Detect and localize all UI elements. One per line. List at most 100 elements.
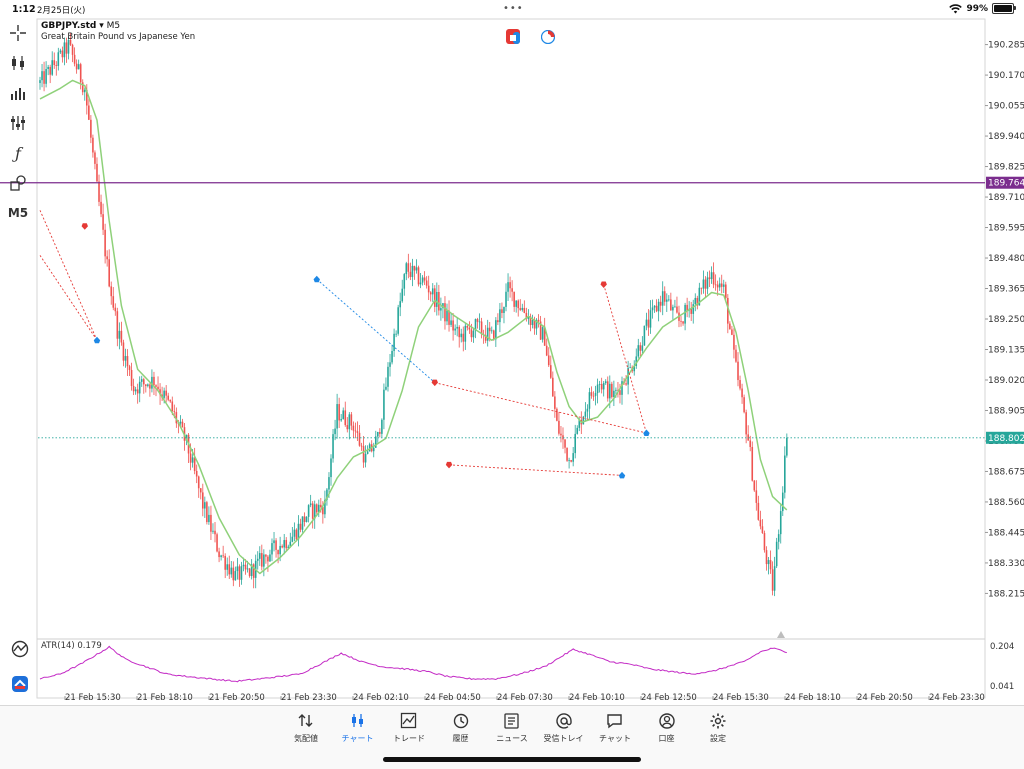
candle-body: [199, 488, 202, 493]
candle-body: [175, 412, 178, 424]
candle-body: [322, 507, 324, 515]
candle-body: [450, 320, 452, 325]
candle-body: [692, 304, 695, 314]
candle-body: [704, 279, 707, 289]
sliders-icon[interactable]: [6, 112, 30, 134]
tab-history[interactable]: 履歴: [436, 712, 486, 744]
function-icon[interactable]: ƒ: [15, 143, 21, 163]
candle-body: [112, 296, 115, 308]
candle-body: [189, 453, 192, 463]
candle-body: [328, 477, 330, 490]
candle-body: [236, 566, 239, 572]
candle-body: [332, 434, 334, 459]
candle-body: [61, 50, 64, 58]
price-axis: 190.285 190.170 190.055 189.940 189.825 189.7…: [985, 41, 1024, 599]
candle-body: [574, 433, 577, 454]
time-tick-label: 21 Feb 15:30: [65, 693, 121, 703]
candle-body: [625, 383, 627, 385]
candle-body: [397, 307, 399, 334]
candle-body: [433, 288, 436, 307]
chart-symbol-title[interactable]: GBPJPY.std ▾ M5: [41, 21, 120, 31]
price-tick-label: 188.675: [988, 467, 1024, 477]
tab-gear[interactable]: 設定: [693, 712, 743, 744]
candle-body: [271, 543, 273, 555]
candle-body: [777, 534, 780, 542]
atr-label: ATR(14) 0.179: [41, 641, 102, 651]
candle-body: [181, 421, 184, 428]
candle-body: [771, 569, 774, 591]
trade-connector-line: [603, 284, 647, 434]
tab-candlestick[interactable]: チャート: [333, 712, 383, 744]
candle-body: [769, 560, 772, 570]
tab-label: チャート: [341, 734, 374, 743]
candle-body: [779, 511, 782, 535]
candle-body: [295, 529, 298, 540]
candle-body: [729, 323, 731, 330]
candle-body: [104, 229, 106, 257]
candle-body: [387, 366, 389, 387]
candle-body: [474, 319, 477, 331]
candle-body: [609, 383, 611, 399]
bar-chart-icon[interactable]: [6, 82, 30, 104]
candle-body: [488, 327, 491, 332]
candle-body: [639, 345, 642, 351]
candle-body: [606, 381, 609, 399]
candle-body: [55, 65, 58, 66]
candle-body: [238, 566, 241, 580]
trading-app-icon[interactable]: [8, 673, 32, 695]
candle-body: [366, 451, 369, 454]
candle-body: [346, 425, 349, 430]
candle-body: [132, 385, 135, 392]
candle-body: [275, 540, 277, 550]
candle-body: [462, 333, 465, 342]
sell-trade-marker: [81, 223, 88, 230]
price-tick-label: 188.215: [988, 589, 1024, 599]
candle-body: [611, 383, 613, 398]
candle-body: [708, 277, 711, 280]
crosshair-icon[interactable]: [6, 22, 30, 44]
tab-trend-chart[interactable]: トレード: [384, 712, 434, 744]
tab-at[interactable]: 受信トレイ: [539, 712, 589, 744]
candlestick-icon: [333, 712, 383, 730]
price-chart[interactable]: 190.285 190.170 190.055 189.940 189.825 189.7…: [0, 18, 1024, 708]
candle-body: [427, 285, 430, 293]
tab-label: 口座: [658, 734, 675, 743]
candle-body: [533, 319, 536, 329]
candle-body: [79, 64, 82, 83]
candle-body: [315, 504, 318, 513]
shapes-icon[interactable]: [6, 172, 30, 194]
one-click-trading-icon[interactable]: [506, 29, 520, 44]
market-clock-icon[interactable]: [540, 29, 556, 45]
candle-body: [480, 321, 483, 335]
candle-body: [773, 566, 776, 591]
price-tick-label: 189.595: [988, 224, 1024, 234]
candle-body: [69, 39, 72, 45]
candle-body: [763, 533, 766, 551]
candle-body: [324, 499, 326, 515]
tab-account[interactable]: 口座: [642, 712, 692, 744]
candle-body: [755, 490, 758, 503]
candle-body: [615, 389, 617, 391]
candle-body: [216, 534, 218, 552]
candle-body: [71, 44, 74, 55]
candle-body: [765, 550, 768, 565]
candle-body: [672, 306, 674, 311]
chart-area[interactable]: 190.285 190.170 190.055 189.940 189.825 189.7…: [0, 18, 1024, 708]
ellipsis-icon[interactable]: •••: [503, 3, 524, 14]
symbol-name: GBPJPY.std: [41, 21, 97, 31]
candlestick-icon[interactable]: [6, 52, 30, 74]
atr-scale-top: 0.204: [990, 642, 1014, 652]
trade-connector-line: [39, 210, 98, 341]
candle-body: [535, 319, 538, 329]
candle-body: [442, 303, 444, 309]
battery-percent: 99%: [966, 3, 988, 14]
indicator-icon[interactable]: [8, 638, 32, 660]
price-tick-label: 189.020: [988, 376, 1024, 386]
timeframe-button[interactable]: M5: [7, 206, 29, 220]
tab-arrows-updown[interactable]: 気配値: [281, 712, 331, 744]
candle-body: [429, 292, 432, 295]
tab-news[interactable]: ニュース: [487, 712, 537, 744]
tab-chat-bubble[interactable]: チャット: [590, 712, 640, 744]
tab-label: ニュース: [496, 734, 528, 743]
candle-body: [448, 310, 450, 325]
